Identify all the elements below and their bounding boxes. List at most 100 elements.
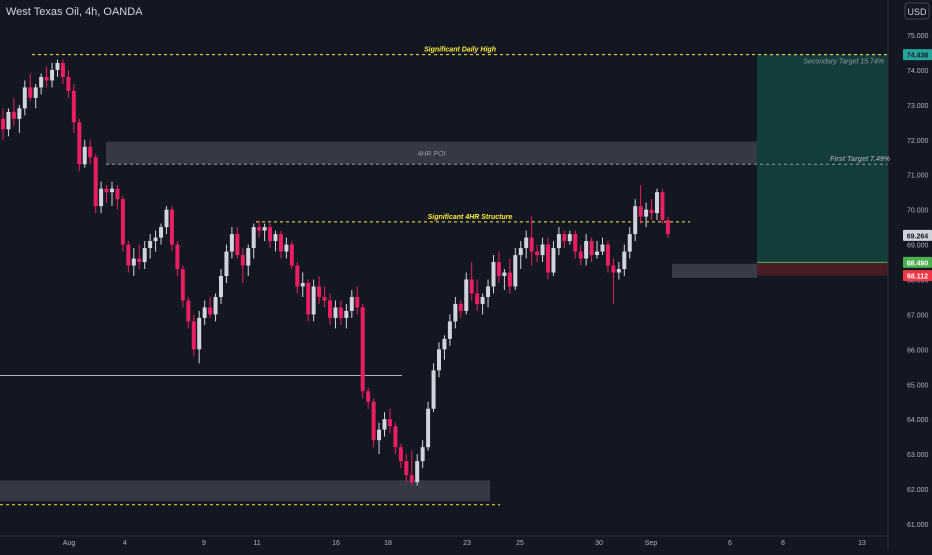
candle-body[interactable]: [665, 220, 670, 235]
candle-body[interactable]: [278, 234, 283, 252]
candle-body[interactable]: [638, 206, 643, 217]
candle-body[interactable]: [186, 300, 191, 322]
candle-body[interactable]: [240, 255, 245, 266]
candle-body[interactable]: [284, 244, 289, 252]
candle-body[interactable]: [573, 234, 578, 252]
candle-body[interactable]: [66, 76, 71, 91]
candle-body[interactable]: [567, 234, 572, 242]
candle-body[interactable]: [219, 276, 223, 297]
candle-body[interactable]: [387, 419, 392, 427]
candle-body[interactable]: [99, 188, 104, 207]
candle-body[interactable]: [338, 307, 343, 318]
candle-body[interactable]: [344, 310, 349, 318]
candle-body[interactable]: [28, 87, 33, 98]
candle-body[interactable]: [33, 87, 38, 98]
candle-body[interactable]: [611, 265, 616, 273]
candle-body[interactable]: [540, 244, 545, 256]
candle-body[interactable]: [44, 76, 49, 81]
candle-body[interactable]: [306, 282, 311, 315]
candle-body[interactable]: [191, 321, 196, 350]
candle-body[interactable]: [82, 146, 87, 165]
candle-body[interactable]: [437, 349, 441, 371]
candle-body[interactable]: [595, 251, 600, 256]
candle-body[interactable]: [524, 237, 529, 249]
candle-body[interactable]: [153, 237, 158, 242]
candle-body[interactable]: [169, 209, 174, 245]
candle-body[interactable]: [50, 69, 55, 81]
candle-body[interactable]: [507, 272, 512, 287]
candle-body[interactable]: [120, 199, 125, 245]
candle-body[interactable]: [431, 370, 436, 409]
candle-body[interactable]: [458, 303, 463, 311]
candle-body[interactable]: [616, 269, 621, 273]
candle-body[interactable]: [649, 209, 654, 214]
candle-body[interactable]: [11, 111, 16, 119]
candle-body[interactable]: [300, 282, 305, 287]
candle-body[interactable]: [257, 227, 262, 231]
candle-body[interactable]: [491, 262, 496, 287]
candle-body[interactable]: [213, 296, 218, 315]
candle-body[interactable]: [104, 188, 109, 193]
candle-body[interactable]: [377, 429, 382, 441]
candle-body[interactable]: [442, 338, 447, 350]
entry-zone-box[interactable]: [672, 263, 757, 278]
candle-body[interactable]: [110, 188, 114, 193]
candle-body[interactable]: [126, 244, 131, 266]
candle-body[interactable]: [453, 303, 458, 322]
candle-body[interactable]: [655, 192, 659, 214]
candle-body[interactable]: [420, 447, 425, 462]
candle-body[interactable]: [322, 296, 327, 301]
candle-body[interactable]: [88, 146, 93, 158]
candle-body[interactable]: [235, 234, 240, 256]
candle-body[interactable]: [148, 241, 153, 249]
candle-body[interactable]: [159, 227, 164, 238]
candle-body[interactable]: [622, 251, 627, 270]
candle-body[interactable]: [22, 87, 27, 109]
candle-body[interactable]: [93, 157, 98, 207]
candle-body[interactable]: [518, 248, 523, 256]
candle-body[interactable]: [6, 111, 11, 130]
candle-body[interactable]: [562, 234, 567, 242]
candle-body[interactable]: [55, 62, 60, 70]
candle-body[interactable]: [398, 447, 403, 462]
candle-body[interactable]: [273, 234, 278, 242]
candle-body[interactable]: [660, 192, 665, 221]
candle-body[interactable]: [371, 401, 376, 441]
candle-body[interactable]: [529, 237, 534, 252]
candle-body[interactable]: [475, 293, 480, 304]
candle-body[interactable]: [142, 248, 147, 263]
candle-body[interactable]: [328, 300, 332, 318]
candle-body[interactable]: [137, 258, 142, 263]
candle-body[interactable]: [502, 272, 507, 277]
candle-body[interactable]: [513, 255, 518, 287]
position-target-zone[interactable]: [757, 54, 888, 263]
candle-body[interactable]: [77, 122, 82, 165]
candle-body[interactable]: [589, 241, 594, 256]
candle-body[interactable]: [131, 258, 136, 266]
candle-body[interactable]: [464, 279, 469, 311]
candle-body[interactable]: [349, 296, 354, 311]
zone-box[interactable]: [106, 141, 757, 165]
candle-body[interactable]: [229, 234, 234, 252]
candle-body[interactable]: [546, 244, 550, 273]
candle-body[interactable]: [224, 251, 229, 277]
candle-body[interactable]: [355, 296, 360, 308]
candle-body[interactable]: [404, 461, 409, 476]
candle-body[interactable]: [382, 419, 387, 430]
candle-body[interactable]: [535, 251, 540, 256]
candle-body[interactable]: [175, 244, 180, 270]
candle-body[interactable]: [39, 76, 44, 88]
position-stop-zone[interactable]: [757, 262, 888, 276]
candle-body[interactable]: [366, 391, 371, 402]
candle-body[interactable]: [295, 265, 300, 287]
candle-body[interactable]: [393, 426, 398, 448]
candle-body[interactable]: [1, 118, 5, 130]
candle-body[interactable]: [333, 307, 338, 318]
candle-body[interactable]: [480, 296, 485, 304]
candle-body[interactable]: [289, 244, 294, 266]
candle-body[interactable]: [251, 227, 256, 249]
candle-body[interactable]: [317, 286, 322, 297]
candle-body[interactable]: [496, 262, 501, 277]
